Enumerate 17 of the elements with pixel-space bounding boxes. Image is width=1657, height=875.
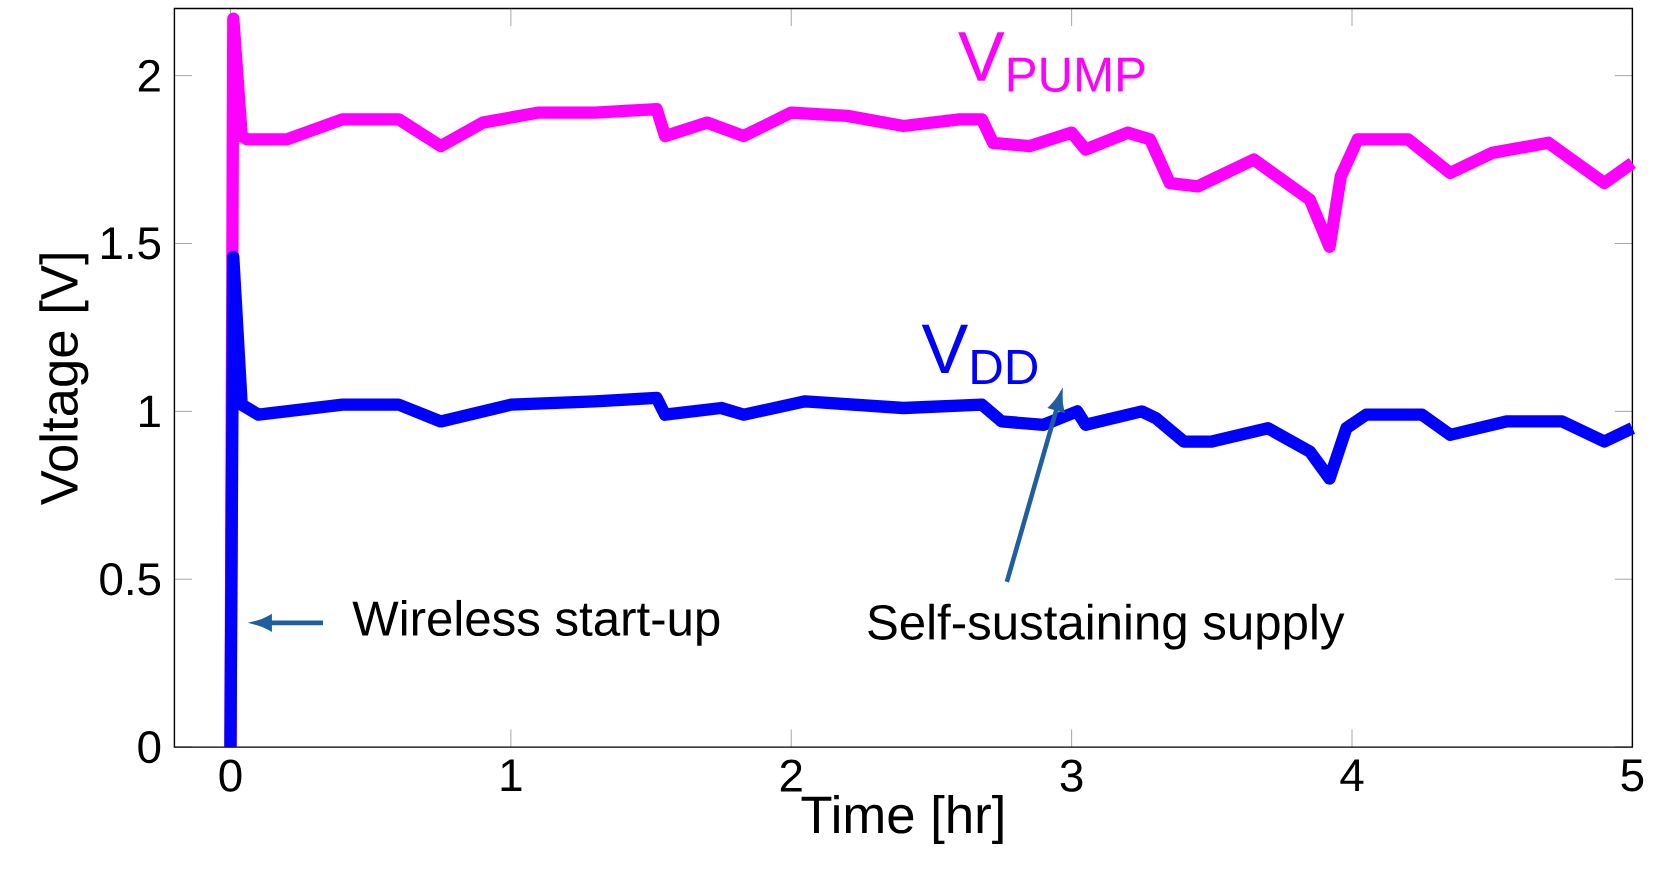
- y-tick-label: 2: [138, 59, 160, 92]
- y-tick-label: 0.5: [100, 563, 161, 596]
- y-tick-label: 1: [140, 395, 160, 428]
- x-tick-label: 0: [219, 759, 242, 792]
- x-tick-label: 2: [780, 759, 802, 792]
- annotation: Self-sustaining supply: [868, 603, 1345, 650]
- series-label: V$_{DD}$: [921, 324, 1038, 384]
- x-tick-label: 3: [1060, 759, 1083, 792]
- y-tick-label: 0: [138, 730, 161, 764]
- x-tick-label: 4: [1340, 759, 1364, 791]
- annotation: Wireless start-up: [352, 599, 720, 646]
- x-tick-label: 5: [1621, 759, 1644, 792]
- x-tick-label: 1: [501, 759, 522, 791]
- series-label: V$_{PUMP}$: [958, 32, 1145, 93]
- y-axis-title: Voltage [V]: [39, 254, 89, 506]
- x-axis-title: Time [hr]: [801, 794, 1003, 845]
- y-tick-label: 1.5: [101, 227, 161, 260]
